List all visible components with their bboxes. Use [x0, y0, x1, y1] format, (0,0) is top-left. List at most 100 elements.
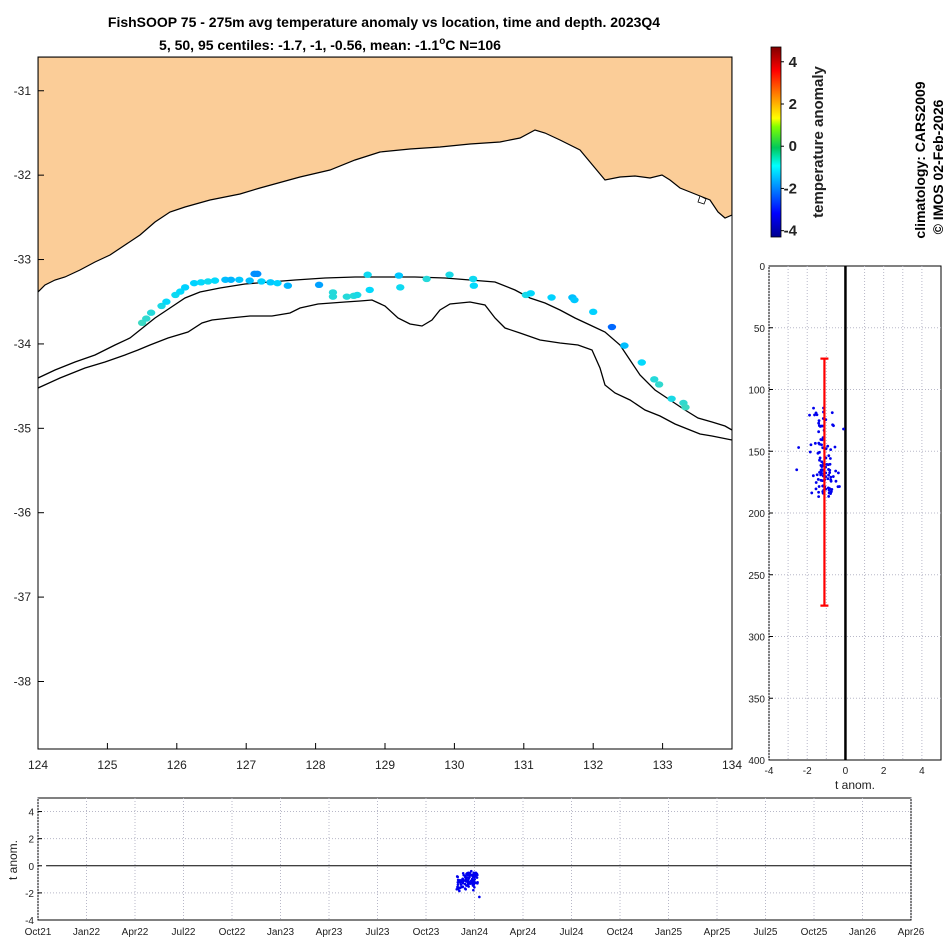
- ts-x-tick-label: Jul23: [366, 927, 390, 938]
- depth-point: [827, 491, 831, 495]
- ts-y-tick-label: 0: [28, 862, 34, 873]
- ts-y-tick-label: 2: [28, 835, 34, 846]
- ts-x-tick-label: Apr25: [704, 927, 731, 938]
- map-point: [189, 279, 199, 287]
- map-point: [266, 279, 275, 286]
- ts-x-tick-label: Apr23: [316, 927, 343, 938]
- depth-point: [832, 424, 835, 428]
- island: [697, 195, 707, 205]
- depth-point: [826, 477, 830, 481]
- timeseries-points: [455, 869, 481, 899]
- colorbar-tick-label: 4: [789, 54, 798, 71]
- map-point: [314, 281, 324, 289]
- depth-point: [795, 468, 799, 472]
- map-point: [226, 276, 236, 283]
- ts-point: [456, 883, 460, 886]
- map-point: [203, 278, 213, 285]
- depth-y-tick-label: 150: [748, 447, 765, 458]
- depth-y-tick-label: 200: [748, 509, 765, 520]
- depth-point: [819, 438, 823, 441]
- map-point: [162, 298, 171, 305]
- depth-grid: [768, 266, 941, 760]
- depth-point: [834, 479, 838, 483]
- depth-point: [816, 478, 820, 481]
- ts-x-tick-label: Oct21: [25, 927, 52, 938]
- map-point: [607, 323, 617, 331]
- depth-y-tick-label: 350: [748, 694, 765, 705]
- map-points: [137, 270, 690, 411]
- map-y-axis: -31 -32 -33 -34 -35 -36 -37 -38: [14, 84, 44, 688]
- depth-frame: [768, 265, 942, 761]
- ts-x-tick-label: Jul24: [560, 927, 584, 938]
- depth-point: [834, 469, 838, 473]
- ts-point: [466, 884, 469, 887]
- depth-point: [817, 441, 821, 445]
- map-point: [445, 271, 454, 278]
- depth-point: [827, 473, 830, 477]
- ts-y-tick-label: 4: [28, 808, 34, 819]
- ts-point: [460, 885, 463, 889]
- map-y-tick-label: -35: [14, 421, 32, 435]
- map-point: [180, 284, 190, 291]
- depth-point: [817, 424, 821, 428]
- depth-point: [836, 471, 840, 475]
- map-point: [394, 272, 404, 279]
- depth-point: [808, 413, 811, 417]
- depth-y-tick-label: 0: [759, 262, 765, 273]
- map-point: [176, 288, 185, 295]
- map-x-tick-label: 125: [97, 758, 117, 772]
- shelf-contour-outer: [38, 299, 732, 441]
- depth-point: [829, 448, 833, 452]
- depth-point: [828, 457, 832, 460]
- depth-y-tick-label: 400: [748, 756, 765, 767]
- map-point: [589, 308, 598, 316]
- map-y-tick-label: -38: [14, 674, 32, 688]
- colorbar-tick-label: 0: [789, 138, 797, 155]
- depth-axes: -4 -2 0 2 4 0 50 100 150 200 250 300 350 400: [748, 262, 925, 777]
- depth-panel: -4 -2 0 2 4 0 50 100 150 200 250 300 350 400 t anom.: [748, 262, 942, 792]
- map-point: [257, 278, 266, 285]
- ts-point: [467, 873, 470, 877]
- map-point: [654, 381, 664, 388]
- map-point: [667, 395, 676, 402]
- map-y-tick-label: -32: [14, 168, 32, 182]
- chart-title: FishSOOP 75 - 275m avg temperature anoma…: [108, 14, 660, 30]
- depth-point: [814, 481, 818, 484]
- ts-x-tick-label: Jan22: [73, 927, 101, 938]
- depth-point: [838, 485, 841, 488]
- depth-x-tick-label: -4: [765, 766, 774, 777]
- depth-x-tick-label: -2: [803, 766, 812, 777]
- map-point: [637, 359, 646, 366]
- depth-point: [842, 427, 845, 431]
- map-point: [469, 282, 479, 289]
- ts-point: [455, 887, 459, 891]
- map-y-tick-label: -34: [14, 337, 32, 351]
- map-x-tick-label: 134: [722, 758, 742, 772]
- ts-point: [472, 888, 475, 892]
- ts-point: [472, 883, 476, 886]
- depth-point: [826, 486, 830, 490]
- depth-point: [833, 445, 837, 449]
- timeseries-axes: Oct21 Jan22 Apr22 Jul22 Oct22 Jan23 Apr23 Jul23…: [25, 808, 925, 938]
- depth-point: [828, 471, 832, 475]
- depth-point: [815, 473, 819, 477]
- ts-point: [469, 881, 473, 885]
- ts-point: [463, 879, 467, 883]
- depth-point: [811, 474, 815, 478]
- ts-x-tick-label: Apr22: [122, 927, 149, 938]
- map-point: [342, 293, 352, 300]
- map-point: [196, 279, 206, 286]
- depth-point: [827, 495, 831, 498]
- ts-x-tick-label: Jul25: [754, 927, 778, 938]
- depth-y-tick-label: 100: [748, 386, 765, 397]
- map-point: [363, 271, 372, 278]
- depth-point: [817, 419, 821, 423]
- ts-y-tick-label: -4: [25, 916, 34, 927]
- ts-x-tick-label: Apr26: [898, 927, 925, 938]
- depth-point: [831, 475, 835, 478]
- map-y-tick-label: -33: [14, 253, 32, 267]
- ts-point: [456, 875, 460, 879]
- map-point: [396, 284, 405, 291]
- ts-x-tick-label: Oct23: [413, 927, 440, 938]
- map-point: [283, 282, 293, 289]
